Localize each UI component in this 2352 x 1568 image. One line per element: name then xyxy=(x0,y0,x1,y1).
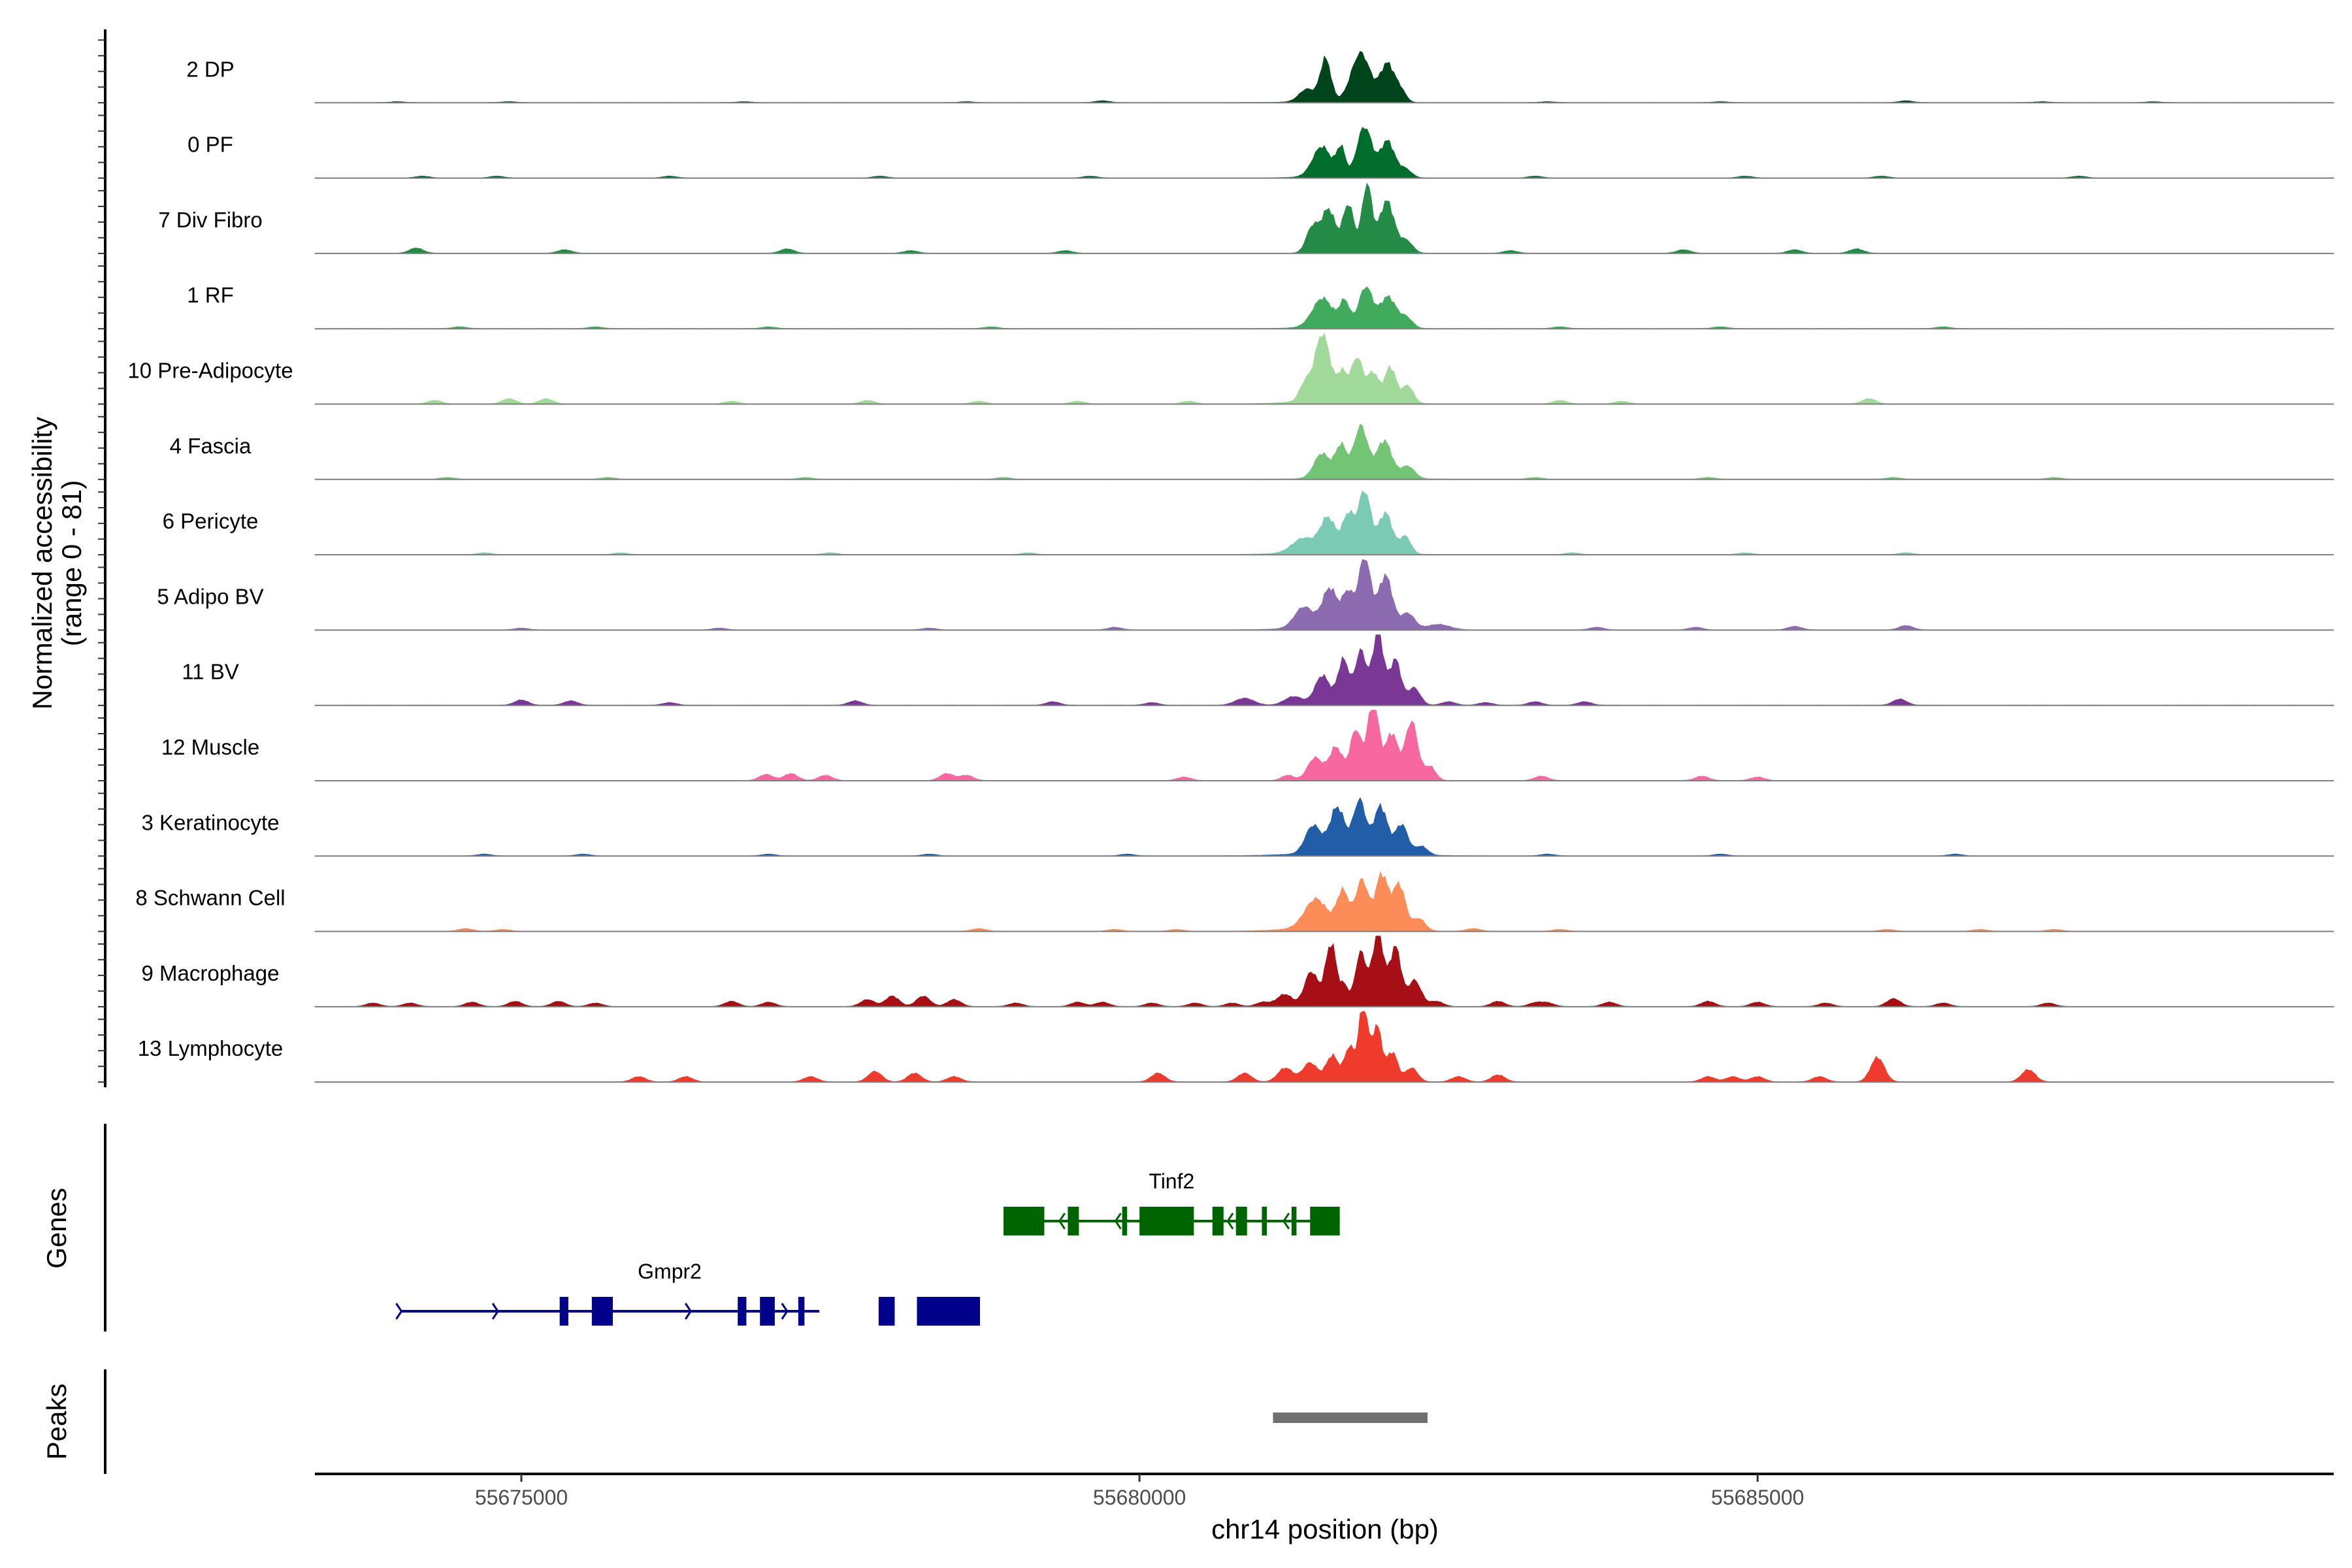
gene-exon-gmpr2-1 xyxy=(559,1297,568,1326)
track-label-13: 9 Macrophage xyxy=(142,961,280,985)
track-9: 11 BV xyxy=(182,634,2334,706)
track-14: 13 Lymphocyte xyxy=(138,1011,2334,1083)
coverage-area-11 xyxy=(314,796,2334,857)
track-12: 8 Schwann Cell xyxy=(135,871,2334,932)
track-label-4: 1 RF xyxy=(187,283,234,307)
gene-exon-tinf2-5 xyxy=(1212,1207,1224,1235)
coverage-area-10 xyxy=(314,710,2334,781)
gene-exon-gmpr2-7 xyxy=(917,1297,981,1326)
x-tick-label-1: 55675000 xyxy=(475,1486,568,1509)
strand-arrow xyxy=(1058,1213,1066,1230)
track-label-5: 10 Pre-Adipocyte xyxy=(127,359,293,383)
track-label-1: 2 DP xyxy=(186,57,234,81)
track-label-9: 11 BV xyxy=(182,660,238,684)
track-label-8: 5 Adipo BV xyxy=(157,584,263,608)
track-4: 1 RF xyxy=(187,283,2334,330)
gene-exon-tinf2-6 xyxy=(1235,1207,1247,1235)
coverage-area-4 xyxy=(314,286,2334,329)
track-10: 12 Muscle xyxy=(161,710,2334,781)
track-5: 10 Pre-Adipocyte xyxy=(127,333,2334,405)
track-label-6: 4 Fascia xyxy=(170,434,252,458)
genes-panel: Genes Tinf2 Gmpr2 xyxy=(41,1124,1340,1331)
strand-arrow xyxy=(1114,1213,1122,1230)
track-label-3: 7 Div Fibro xyxy=(158,208,263,232)
y-axis-title-line2: (range 0 - 81) xyxy=(56,480,87,646)
track-1: 2 DP xyxy=(186,50,2334,104)
genes-panel-label: Genes xyxy=(41,1188,72,1269)
strand-arrow xyxy=(491,1303,499,1320)
gene-exon-tinf2-3 xyxy=(1122,1207,1128,1235)
coverage-area-14 xyxy=(314,1011,2334,1083)
peaks-panel: Peaks xyxy=(41,1369,1428,1474)
gene-gmpr2: Gmpr2 xyxy=(395,1260,981,1326)
strand-arrow xyxy=(1226,1213,1234,1230)
coverage-area-3 xyxy=(314,182,2334,254)
coverage-area-7 xyxy=(314,490,2334,555)
track-label-11: 3 Keratinocyte xyxy=(142,810,280,834)
peak-region-1 xyxy=(1273,1413,1428,1423)
y-axis-title-line1: Normalized accessibility xyxy=(27,417,57,710)
gene-exon-tinf2-9 xyxy=(1310,1207,1340,1235)
track-7: 6 Pericyte xyxy=(163,490,2334,556)
strand-arrow xyxy=(781,1303,789,1320)
coverage-area-1 xyxy=(314,50,2334,103)
strand-arrow xyxy=(684,1303,693,1320)
track-label-12: 8 Schwann Cell xyxy=(135,886,285,910)
track-label-10: 12 Muscle xyxy=(161,735,259,759)
x-axis: chr14 position (bp) 55675000 55680000 5568… xyxy=(315,1473,2334,1544)
strand-arrow xyxy=(1282,1213,1290,1230)
coverage-area-13 xyxy=(314,936,2334,1007)
gene-exon-gmpr2-3 xyxy=(738,1297,747,1326)
gene-exon-gmpr2-4 xyxy=(760,1297,775,1326)
gene-exon-tinf2-8 xyxy=(1291,1207,1297,1235)
gene-exon-gmpr2-6 xyxy=(878,1297,895,1326)
track-6: 4 Fascia xyxy=(170,423,2334,480)
coverage-area-8 xyxy=(314,559,2334,630)
gene-exon-tinf2-2 xyxy=(1068,1207,1079,1235)
gene-tinf2: Tinf2 xyxy=(1003,1169,1340,1235)
coverage-y-axis: Normalized accessibility (range 0 - 81) xyxy=(27,29,106,1088)
peaks-panel-label: Peaks xyxy=(41,1384,72,1460)
coverage-area-9 xyxy=(314,634,2334,706)
coverage-area-6 xyxy=(314,423,2334,480)
gene-exon-gmpr2-2 xyxy=(591,1297,613,1326)
track-8: 5 Adipo BV xyxy=(157,559,2334,631)
x-axis-title: chr14 position (bp) xyxy=(1211,1514,1439,1544)
track-label-14: 13 Lymphocyte xyxy=(138,1036,284,1060)
gene-label-gmpr2: Gmpr2 xyxy=(638,1260,702,1283)
coverage-tracks: 2 DP 0 PF 7 Div Fibro 1 RF 10 Pre-Adipocyte 4… xyxy=(127,50,2334,1083)
gene-exon-tinf2-7 xyxy=(1262,1207,1267,1235)
coverage-area-2 xyxy=(314,127,2334,179)
track-2: 0 PF xyxy=(188,127,2334,179)
track-11: 3 Keratinocyte xyxy=(142,796,2334,857)
gene-exon-tinf2-1 xyxy=(1003,1207,1045,1235)
gene-exon-tinf2-4 xyxy=(1139,1207,1194,1235)
gene-exon-gmpr2-5 xyxy=(798,1297,805,1326)
x-tick-label-3: 55685000 xyxy=(1711,1486,1804,1509)
track-3: 7 Div Fibro xyxy=(158,182,2334,254)
coverage-area-5 xyxy=(314,333,2334,404)
x-tick-label-2: 55680000 xyxy=(1093,1486,1186,1509)
coverage-area-12 xyxy=(314,871,2334,932)
strand-arrow xyxy=(395,1303,403,1320)
track-13: 9 Macrophage xyxy=(142,936,2334,1007)
gene-label-tinf2: Tinf2 xyxy=(1149,1169,1194,1193)
track-label-2: 0 PF xyxy=(188,133,233,157)
track-label-7: 6 Pericyte xyxy=(163,509,259,533)
